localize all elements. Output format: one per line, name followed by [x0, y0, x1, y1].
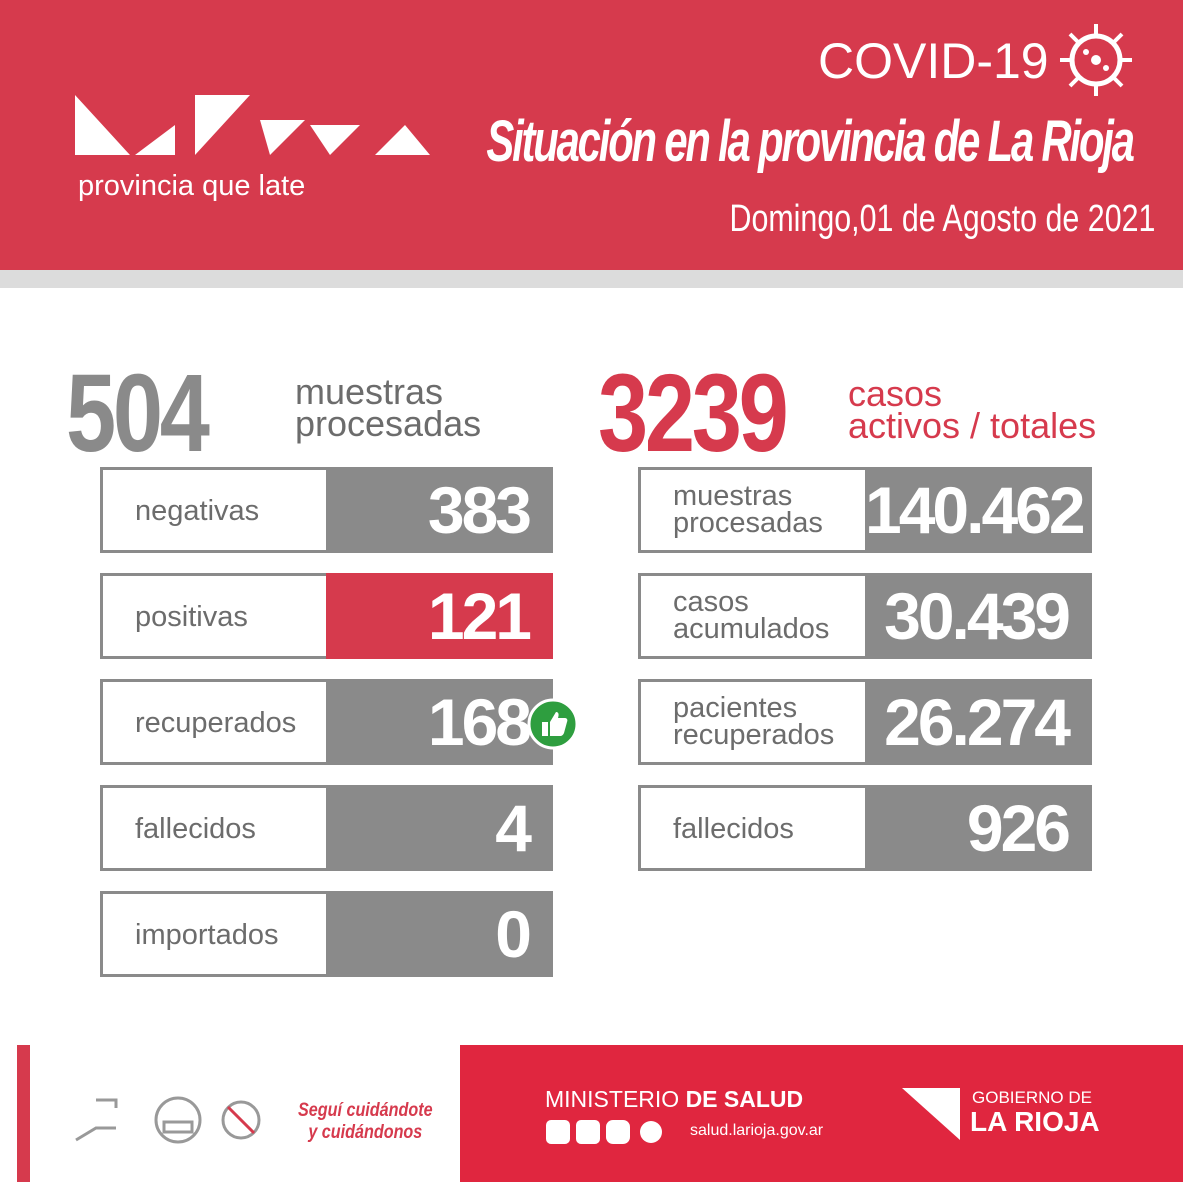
stat-row: negativas 383: [100, 467, 553, 553]
row-value: 4: [326, 785, 553, 871]
row-value: 383: [326, 467, 553, 553]
daily-label: muestras procesadas: [295, 371, 482, 444]
label-line: positivas: [135, 601, 248, 633]
label-line: negativas: [135, 495, 260, 527]
row-value: 926: [865, 785, 1092, 871]
logo-tagline: provincia que late: [78, 170, 306, 202]
stat-row: casos acumulados 30.439: [638, 573, 1092, 659]
footer-band: [460, 1045, 1183, 1182]
footer-accent: [17, 1045, 30, 1182]
label-line: muestras: [673, 480, 793, 512]
row-value: 0: [326, 891, 553, 977]
stat-row: pacientes recuperados 26.274: [638, 679, 1092, 765]
ministry-bold: DE SALUD: [685, 1086, 804, 1112]
row-value: 121: [326, 573, 553, 659]
virus-icon: [1060, 24, 1132, 96]
stat-row: fallecidos 926: [638, 785, 1092, 871]
government: GOBIERNO DE: [972, 1088, 1092, 1107]
row-label: fallecidos: [135, 813, 256, 845]
label-line: fallecidos: [135, 813, 256, 845]
date: Domingo,01 de Agosto de 2021: [729, 198, 1155, 240]
row-label: recuperados: [135, 707, 297, 739]
row-label: muestras procesadas: [673, 480, 823, 539]
label-line: casos: [673, 586, 749, 618]
label-line: procesadas: [295, 403, 482, 444]
row-label: casos acumulados: [673, 586, 830, 645]
ministry-text: MINISTERIO: [545, 1086, 680, 1112]
label-line: procesadas: [673, 507, 823, 539]
label-line: recuperados: [673, 719, 835, 751]
daily-number: 504: [66, 352, 210, 475]
slogan-line: y cuidándonos: [308, 1122, 423, 1143]
stat-row: fallecidos 4: [100, 785, 553, 871]
stat-row: muestras procesadas 140.462: [638, 467, 1092, 553]
label-line: recuperados: [135, 707, 297, 739]
row-value: 140.462: [865, 467, 1092, 553]
row-label: fallecidos: [673, 813, 794, 845]
header-strip: [0, 270, 1183, 288]
row-label: pacientes recuperados: [673, 692, 835, 751]
label-line: fallecidos: [673, 813, 794, 845]
label-line: pacientes: [673, 692, 798, 724]
row-label: negativas: [135, 495, 260, 527]
row-value: 168: [326, 679, 553, 765]
row-label: positivas: [135, 601, 248, 633]
government-bold: LA RIOJA: [970, 1106, 1100, 1137]
totals-number: 3239: [598, 352, 789, 475]
label-line: importados: [135, 919, 279, 951]
title: Situación en la provincia de La Rioja: [486, 109, 1136, 174]
stat-row: importados 0: [100, 891, 553, 977]
row-value: 26.274: [865, 679, 1092, 765]
label-line: muestras: [295, 371, 444, 412]
stat-row: positivas 121: [100, 573, 553, 659]
label-line: activos / totales: [848, 405, 1097, 446]
website: salud.larioja.gov.ar: [690, 1122, 824, 1139]
badge: COVID-19: [818, 33, 1049, 89]
stat-row: recuperados 168: [100, 679, 553, 765]
thumbs-up-icon: [527, 698, 579, 750]
totals-label: casos activos / totales: [848, 373, 1097, 446]
label-line: acumulados: [673, 613, 830, 645]
slogan-line: Seguí cuidándote: [298, 1100, 433, 1121]
ministry: MINISTERIO DE SALUD: [545, 1086, 803, 1113]
gov-logo: [902, 1088, 960, 1140]
social-icons: [546, 1120, 662, 1144]
logo: [75, 95, 430, 155]
row-label: importados: [135, 919, 279, 951]
care-icons: [75, 1096, 261, 1144]
label-line: casos: [848, 373, 943, 414]
row-value: 30.439: [865, 573, 1092, 659]
slogan: Seguí cuidándote y cuidándonos: [298, 1100, 433, 1144]
